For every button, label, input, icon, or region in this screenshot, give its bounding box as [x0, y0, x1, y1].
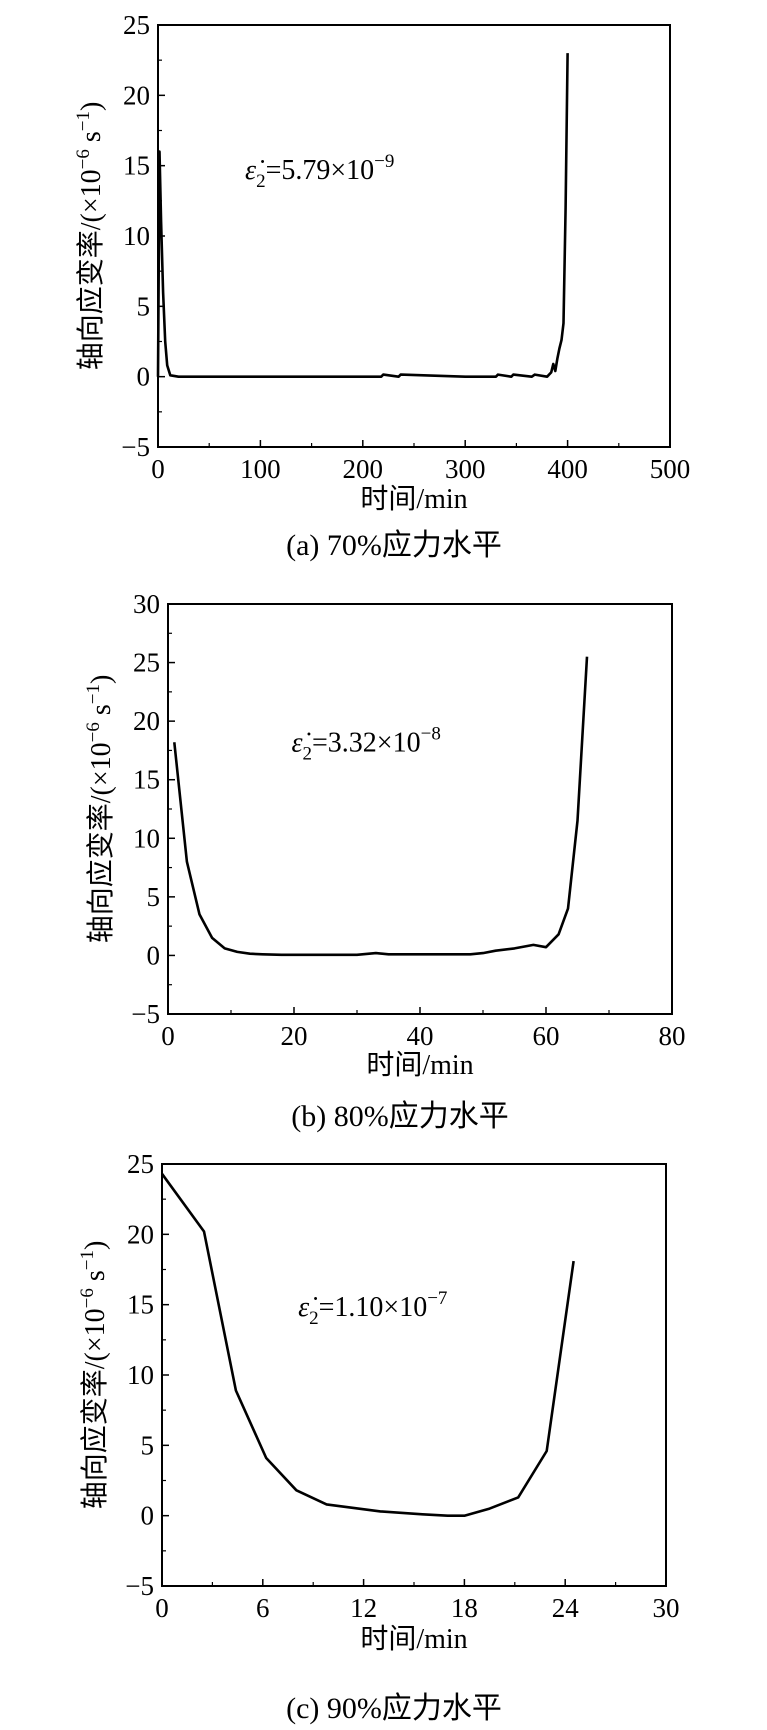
series-line	[160, 1173, 575, 1517]
x-axis-label: 时间/min	[360, 483, 467, 515]
y-tick-label: 5	[141, 1430, 155, 1460]
x-tick-label: 6	[256, 1593, 270, 1623]
plot-frame	[161, 1163, 667, 1587]
y-tick-label: 0	[147, 940, 161, 970]
y-tick-label: 0	[137, 362, 151, 392]
strain-rate-annotation: ε̇2=3.32×10−8	[291, 724, 440, 765]
y-tick-label: 20	[127, 1219, 154, 1249]
x-tick-label: 60	[533, 1021, 560, 1051]
x-tick-label: 12	[350, 1593, 377, 1623]
y-tick-label: −5	[125, 1571, 154, 1601]
plot-frame	[157, 24, 671, 448]
x-tick-label: 400	[547, 454, 588, 484]
series-line	[156, 53, 569, 378]
y-tick-label: 20	[123, 80, 150, 110]
x-tick-label: 500	[650, 454, 691, 484]
y-tick-label: 15	[133, 765, 160, 795]
x-tick-label: 100	[240, 454, 281, 484]
x-axis-label: 时间/min	[360, 1623, 467, 1655]
x-tick-label: 80	[659, 1021, 686, 1051]
x-tick-label: 300	[445, 454, 486, 484]
y-tick-label: 10	[123, 221, 150, 251]
y-tick-label: 10	[133, 823, 160, 853]
y-tick-label: 5	[137, 291, 151, 321]
x-tick-label: 24	[552, 1593, 580, 1623]
panel-caption: (c) 90%应力水平	[286, 1692, 502, 1725]
panel-caption: (b) 80%应力水平	[291, 1100, 508, 1133]
y-tick-label: 10	[127, 1360, 154, 1390]
y-tick-label: 20	[133, 706, 160, 736]
x-tick-label: 200	[343, 454, 384, 484]
y-tick-label: 30	[133, 589, 160, 619]
x-tick-label: 20	[281, 1021, 308, 1051]
strain-rate-annotation: ε̇2=5.79×10−9	[245, 151, 394, 192]
x-tick-label: 18	[451, 1593, 478, 1623]
y-tick-label: 5	[147, 882, 161, 912]
strain-rate-annotation: ε̇2=1.10×10−7	[298, 1288, 447, 1329]
y-tick-label: 25	[133, 648, 160, 678]
x-axis-label: 时间/min	[366, 1049, 473, 1081]
y-tick-label: 15	[123, 151, 150, 181]
y-tick-label: 15	[127, 1290, 154, 1320]
x-tick-label: 0	[161, 1021, 175, 1051]
y-tick-label: −5	[121, 432, 150, 462]
y-tick-label: 25	[123, 10, 150, 40]
y-tick-label: 0	[141, 1501, 155, 1531]
y-axis-label: 轴向应变率/(×10−6 s−1)	[77, 1241, 111, 1510]
y-axis-label: 轴向应变率/(×10−6 s−1)	[83, 675, 117, 944]
x-tick-label: 30	[653, 1593, 680, 1623]
series-line	[173, 656, 589, 957]
panel-caption: (a) 70%应力水平	[286, 529, 502, 562]
y-tick-label: 25	[127, 1149, 154, 1179]
x-tick-label: 40	[407, 1021, 434, 1051]
y-tick-label: −5	[131, 999, 160, 1029]
x-tick-label: 0	[155, 1593, 169, 1623]
y-axis-label: 轴向应变率/(×10−6 s−1)	[73, 102, 107, 371]
x-tick-label: 0	[151, 454, 165, 484]
